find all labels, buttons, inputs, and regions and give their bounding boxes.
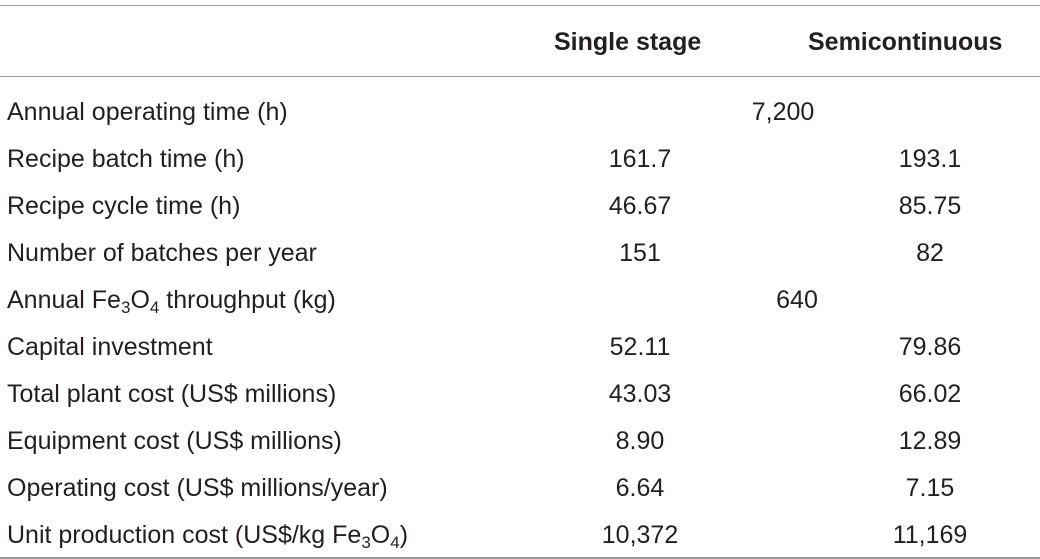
single-stage-value: 10,372 <box>601 521 679 549</box>
merged-value: 7,200 <box>751 98 815 126</box>
subscript: 4 <box>390 533 400 552</box>
semicontinuous-value: 7.15 <box>905 474 955 502</box>
row-label: Unit production cost (US$/kg Fe3O4) <box>7 514 408 556</box>
table-row: Total plant cost (US$ millions) 43.03 66… <box>0 373 1040 415</box>
subscript: 3 <box>120 298 131 317</box>
semicontinuous-value: 11,169 <box>892 521 968 549</box>
single-stage-value: 46.67 <box>608 192 672 220</box>
row-label: Total plant cost (US$ millions) <box>7 380 337 408</box>
row-label: Capital investment <box>7 333 213 361</box>
semicontinuous-value: 85.75 <box>898 192 962 220</box>
single-stage-value: 151 <box>619 239 661 267</box>
table-top-rule <box>0 5 1040 6</box>
row-label-middle: O <box>370 521 391 549</box>
row-label-prefix: Annual Fe <box>7 286 121 314</box>
table-row: Unit production cost (US$/kg Fe3O4) 10,3… <box>0 514 1040 556</box>
single-stage-value: 52.11 <box>609 333 671 361</box>
single-stage-value: 8.90 <box>615 427 665 455</box>
table-row: Operating cost (US$ millions/year) 6.64 … <box>0 467 1040 509</box>
row-label-prefix: Unit production cost (US$/kg Fe <box>7 521 362 549</box>
row-label-suffix: throughput (kg) <box>159 286 336 314</box>
table-row: Equipment cost (US$ millions) 8.90 12.89 <box>0 420 1040 462</box>
single-stage-value: 161.7 <box>608 145 672 173</box>
row-label: Annual Fe3O4 throughput (kg) <box>7 279 336 321</box>
single-stage-value: 6.64 <box>615 474 665 502</box>
table-row: Capital investment 52.11 79.86 <box>0 326 1040 368</box>
semicontinuous-value: 79.86 <box>898 333 962 361</box>
row-label-suffix: ) <box>399 521 409 549</box>
row-label: Operating cost (US$ millions/year) <box>7 474 388 502</box>
single-stage-value: 43.03 <box>608 380 672 408</box>
row-label: Equipment cost (US$ millions) <box>7 427 342 455</box>
row-label: Number of batches per year <box>7 239 317 267</box>
semicontinuous-value: 193.1 <box>898 145 962 173</box>
row-label-middle: O <box>130 286 150 314</box>
table-row: Annual operating time (h) 7,200 <box>0 91 1040 133</box>
table-header-row: Single stage Semicontinuous <box>0 24 1040 60</box>
subscript: 3 <box>361 533 371 552</box>
column-header-single-stage: Single stage <box>554 28 702 56</box>
row-label: Annual operating time (h) <box>7 98 288 126</box>
semicontinuous-value: 12.89 <box>898 427 962 455</box>
subscript: 4 <box>149 298 160 317</box>
row-label: Recipe batch time (h) <box>7 145 245 173</box>
semicontinuous-value: 82 <box>916 239 944 267</box>
table-header-rule <box>0 76 1040 77</box>
column-header-semicontinuous: Semicontinuous <box>808 28 1003 56</box>
merged-value: 640 <box>776 286 818 314</box>
table-row: Number of batches per year 151 82 <box>0 232 1040 274</box>
row-label: Recipe cycle time (h) <box>7 192 241 220</box>
table-row: Annual Fe3O4 throughput (kg) 640 <box>0 279 1040 321</box>
semicontinuous-value: 66.02 <box>898 380 962 408</box>
table-row: Recipe cycle time (h) 46.67 85.75 <box>0 185 1040 227</box>
table-row: Recipe batch time (h) 161.7 193.1 <box>0 138 1040 180</box>
table-bottom-rule <box>0 557 1040 559</box>
